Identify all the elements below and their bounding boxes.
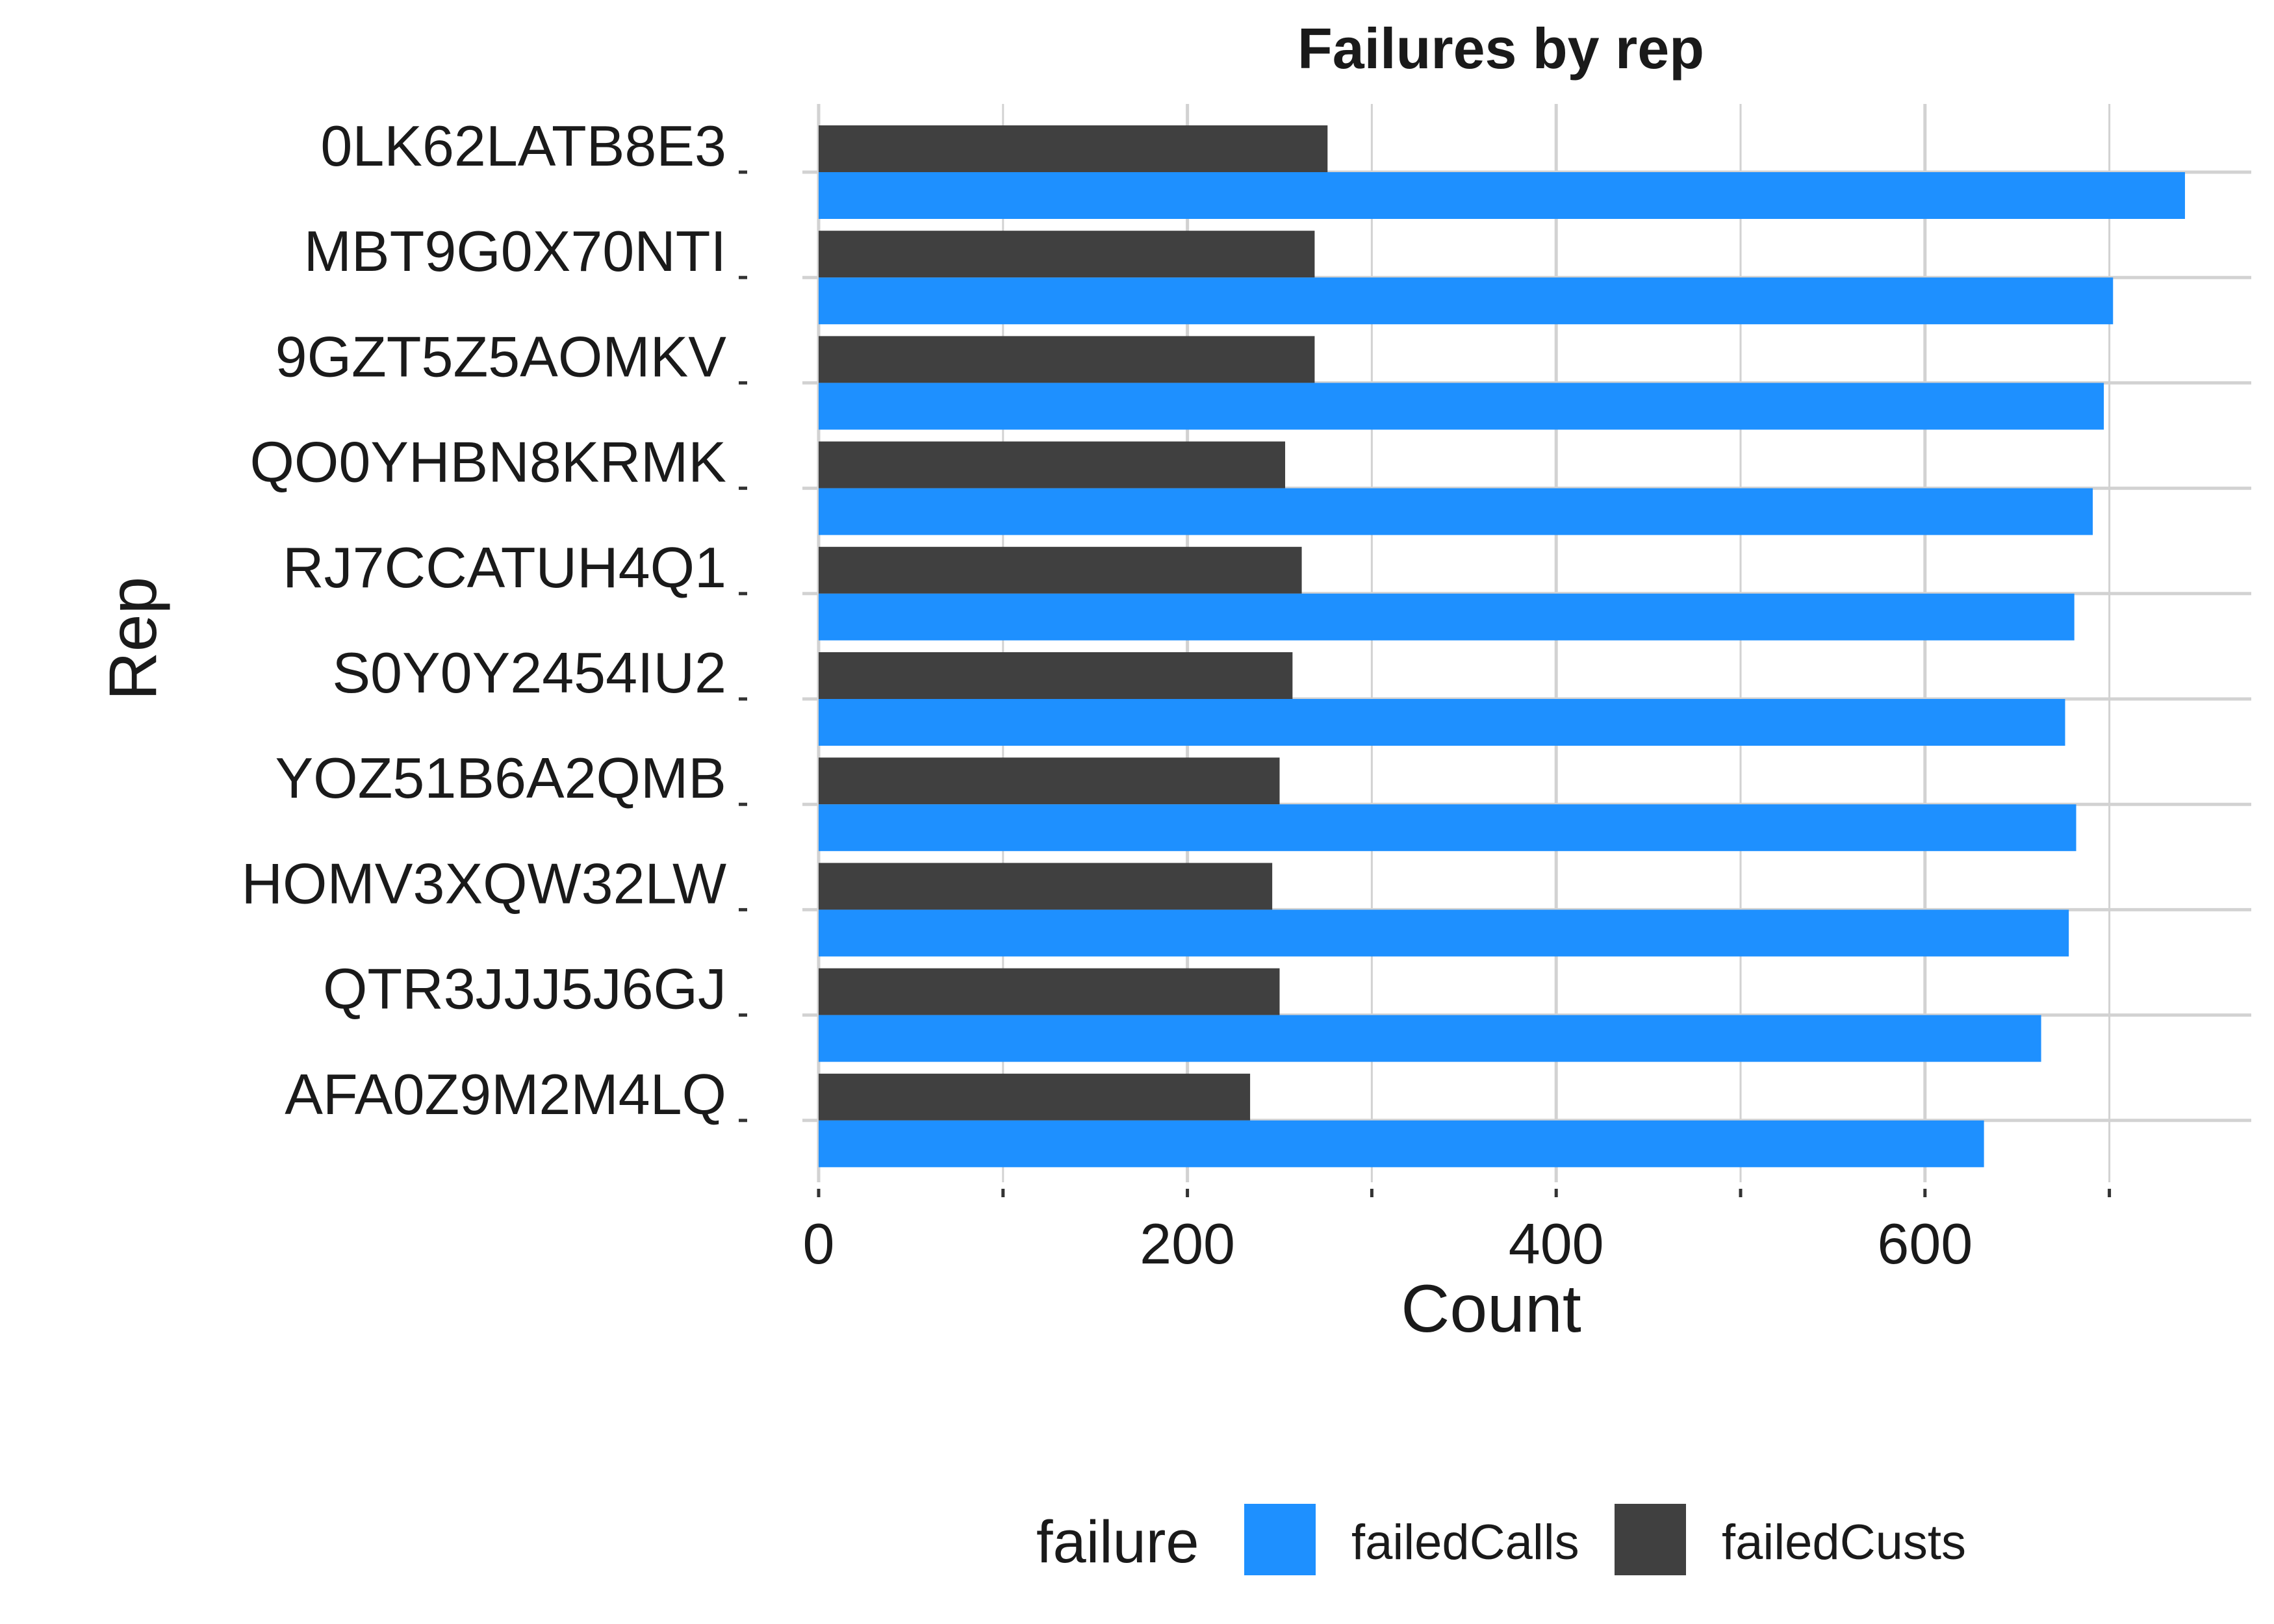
bar-failedCusts: [819, 652, 1293, 699]
y-tick-label: MBT9G0X70NTI: [304, 219, 726, 283]
bar-failedCusts: [819, 968, 1280, 1015]
x-tick-label: 400: [1509, 1212, 1604, 1276]
bar-failedCalls: [819, 804, 2076, 852]
bar-failedCalls: [819, 277, 2114, 325]
chart-title: Failures by rep: [1297, 16, 1704, 81]
bar-failedCalls: [819, 172, 2185, 219]
y-tick-label: AFA0Z9M2M4LQ: [285, 1062, 726, 1126]
bar-failedCusts: [819, 1073, 1251, 1121]
bar-failedCalls: [819, 909, 2069, 957]
bar-failedCusts: [819, 336, 1315, 383]
legend-label-failedCusts: failedCusts: [1722, 1515, 1966, 1570]
x-axis: 0 200 400 600: [803, 1189, 2112, 1276]
legend-title: failure: [1036, 1509, 1199, 1575]
y-tick-label: QO0YHBN8KRMK: [249, 430, 726, 494]
bar-failedCusts: [819, 546, 1302, 594]
bar-failedCusts: [819, 125, 1328, 172]
y-axis: 0LK62LATB8E3 MBT9G0X70NTI 9GZT5Z5AOMKV QO0Y…: [242, 114, 747, 1126]
legend: failure failedCalls failedCusts: [1036, 1504, 1966, 1575]
legend-label-failedCalls: failedCalls: [1351, 1515, 1579, 1570]
bar-failedCusts: [819, 863, 1273, 910]
bar-failedCalls: [819, 488, 2093, 535]
bars: [819, 125, 2185, 1167]
y-tick-label: YOZ51B6A2QMB: [275, 746, 726, 810]
bar-failedCalls: [819, 1015, 2041, 1062]
x-tick-label: 0: [803, 1212, 835, 1276]
bar-failedCalls: [819, 699, 2065, 746]
y-tick-label: 0LK62LATB8E3: [320, 114, 726, 178]
x-tick-label: 600: [1877, 1212, 1973, 1276]
bar-failedCalls: [819, 383, 2104, 430]
y-tick-label: RJ7CCATUH4Q1: [283, 535, 726, 600]
legend-swatch-failedCusts: [1615, 1504, 1686, 1575]
legend-swatch-failedCalls: [1244, 1504, 1316, 1575]
bar-failedCalls: [819, 1120, 1984, 1167]
y-tick-label: S0Y0Y2454IU2: [332, 641, 726, 705]
y-axis-title: Rep: [96, 577, 171, 701]
y-tick-label: QTR3JJJ5J6GJ: [323, 957, 726, 1021]
x-tick-label: 200: [1140, 1212, 1235, 1276]
bar-failedCusts: [819, 757, 1280, 805]
x-axis-title: Count: [1401, 1271, 1581, 1347]
y-tick-label: 9GZT5Z5AOMKV: [275, 324, 727, 388]
bar-failedCusts: [819, 231, 1315, 278]
bar-failedCusts: [819, 441, 1286, 488]
bar-failedCalls: [819, 593, 2075, 641]
y-tick-label: HOMV3XQW32LW: [242, 851, 727, 915]
